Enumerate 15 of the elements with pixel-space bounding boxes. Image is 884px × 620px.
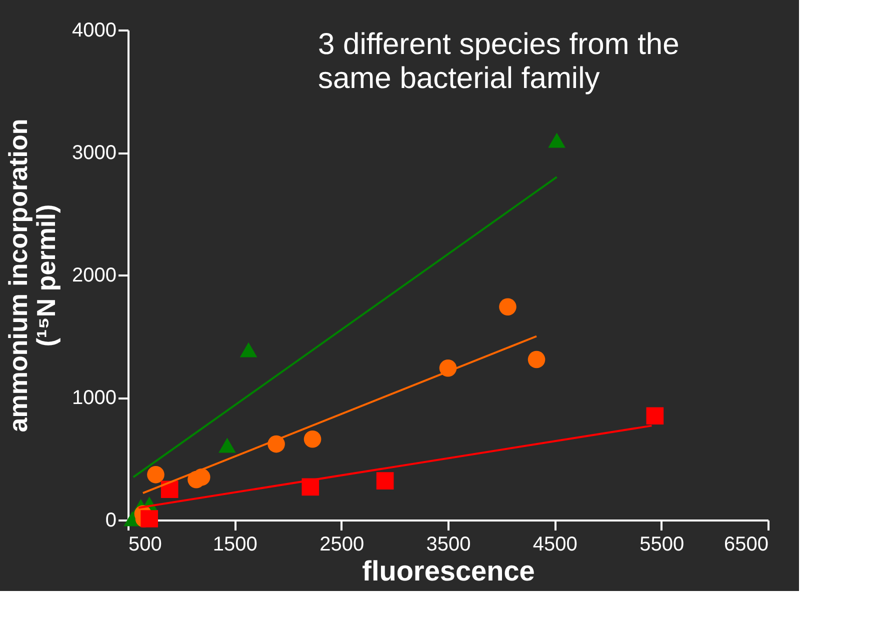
- y-tick-label: 1000: [72, 387, 116, 409]
- y-tick-label: 3000: [72, 142, 116, 164]
- x-tick-label: 4500: [532, 534, 578, 556]
- x-tick-label: 2500: [320, 534, 364, 556]
- x-tick-label: 5500: [640, 534, 684, 556]
- y-tick-label: 0: [105, 510, 116, 532]
- y-tick-label: 2000: [72, 264, 116, 286]
- annotation: 3 different species from the same bacterial family: [318, 28, 680, 95]
- x-tick-label: 500: [128, 534, 162, 556]
- x-tick-label: 3500: [426, 534, 471, 556]
- x-tick-label: 1500: [212, 534, 258, 556]
- y-tick-label: 4000: [72, 20, 116, 42]
- y-axis-title: ammonium incorporation (¹⁵N permil): [3, 118, 62, 432]
- x-tick-label: 6500: [724, 534, 768, 556]
- x-axis-title: fluorescence: [362, 556, 535, 586]
